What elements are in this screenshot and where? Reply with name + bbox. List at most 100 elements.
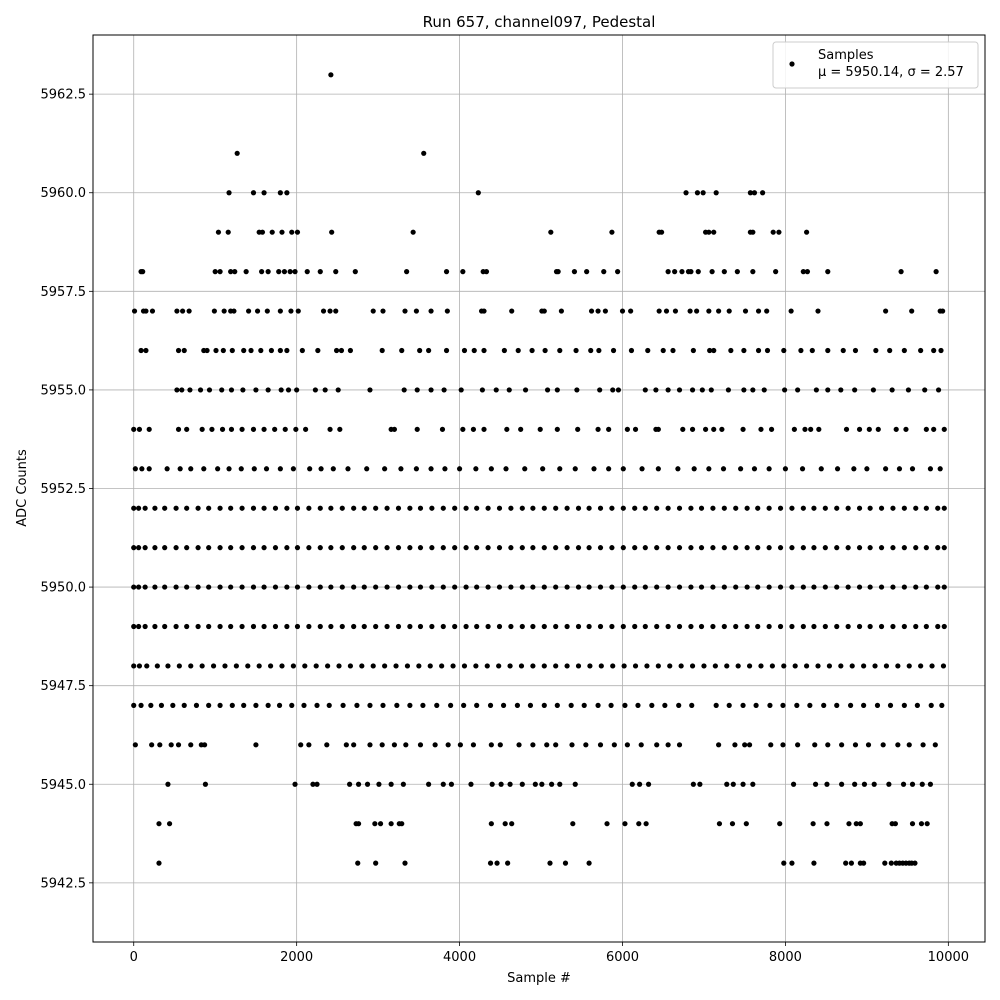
data-point (620, 505, 626, 511)
data-point (678, 663, 684, 669)
data-point (683, 190, 689, 196)
data-point (379, 742, 385, 748)
data-point (333, 269, 339, 275)
data-point (174, 387, 180, 393)
data-point (554, 702, 560, 708)
data-point (272, 584, 279, 590)
data-point (328, 72, 334, 78)
data-point (624, 742, 630, 748)
data-point (583, 742, 589, 748)
data-point (924, 821, 930, 827)
data-point (463, 505, 469, 511)
data-point (473, 466, 479, 472)
data-point (239, 505, 245, 511)
data-point (609, 623, 615, 630)
data-point (602, 308, 608, 314)
data-point (672, 308, 679, 314)
data-point (277, 308, 283, 314)
data-point (700, 190, 706, 196)
data-point (780, 742, 786, 748)
data-point (901, 347, 907, 354)
data-point (473, 663, 479, 669)
data-point (212, 269, 218, 275)
data-point (935, 584, 941, 590)
data-point (313, 663, 319, 669)
data-point (351, 623, 357, 630)
data-point (804, 269, 811, 275)
data-point (843, 860, 849, 866)
data-point (878, 545, 885, 551)
data-point (742, 742, 748, 748)
data-point (699, 387, 705, 393)
data-point (782, 387, 788, 393)
data-point (872, 663, 878, 669)
data-point (417, 505, 424, 511)
data-point (217, 623, 223, 630)
data-point (440, 505, 446, 511)
data-point (226, 466, 232, 472)
data-point (882, 860, 888, 866)
data-point (818, 466, 824, 472)
data-point (488, 742, 494, 748)
data-point (768, 742, 774, 748)
data-point (388, 781, 394, 787)
data-point (307, 466, 313, 472)
data-point (834, 505, 840, 511)
data-point (789, 623, 795, 630)
data-point (777, 505, 784, 511)
data-point (935, 505, 941, 511)
data-point (867, 545, 873, 551)
data-point (306, 742, 312, 748)
data-point (575, 584, 582, 590)
data-point (176, 663, 182, 669)
data-point (620, 466, 626, 472)
data-point (733, 584, 739, 590)
data-point (221, 308, 227, 314)
data-point (660, 347, 666, 354)
data-point (250, 190, 257, 196)
data-point (444, 308, 450, 314)
data-point (676, 584, 683, 590)
data-point (173, 623, 179, 630)
data-point (568, 702, 574, 708)
data-point (874, 702, 881, 708)
data-point (665, 505, 671, 511)
data-point (399, 347, 405, 354)
data-point (622, 821, 628, 827)
data-point (299, 347, 305, 354)
data-point (445, 742, 451, 748)
data-point (711, 426, 717, 432)
data-point (452, 545, 458, 551)
data-point (655, 663, 661, 669)
data-point (597, 623, 604, 630)
data-point (261, 584, 267, 590)
data-point (935, 623, 941, 630)
data-point (474, 623, 480, 630)
data-point (733, 505, 739, 511)
data-point (351, 742, 357, 748)
data-point (620, 623, 626, 630)
data-point (156, 860, 162, 866)
data-point (294, 387, 300, 393)
data-point (439, 663, 445, 669)
data-point (250, 584, 257, 590)
y-tick-label: 5960.0 (41, 186, 87, 201)
data-point (479, 387, 485, 393)
data-point (644, 663, 650, 669)
data-point (721, 584, 727, 590)
data-point (448, 781, 455, 787)
data-point (654, 584, 660, 590)
data-point (811, 623, 817, 630)
data-point (755, 584, 761, 590)
data-point (553, 742, 559, 748)
data-point (136, 426, 143, 432)
data-point (564, 623, 570, 630)
data-point (822, 505, 828, 511)
data-point (149, 742, 155, 748)
data-point (339, 623, 345, 630)
data-point (940, 308, 946, 314)
data-point (816, 426, 822, 432)
data-point (417, 347, 423, 354)
data-point (367, 702, 373, 708)
data-point (721, 623, 727, 630)
